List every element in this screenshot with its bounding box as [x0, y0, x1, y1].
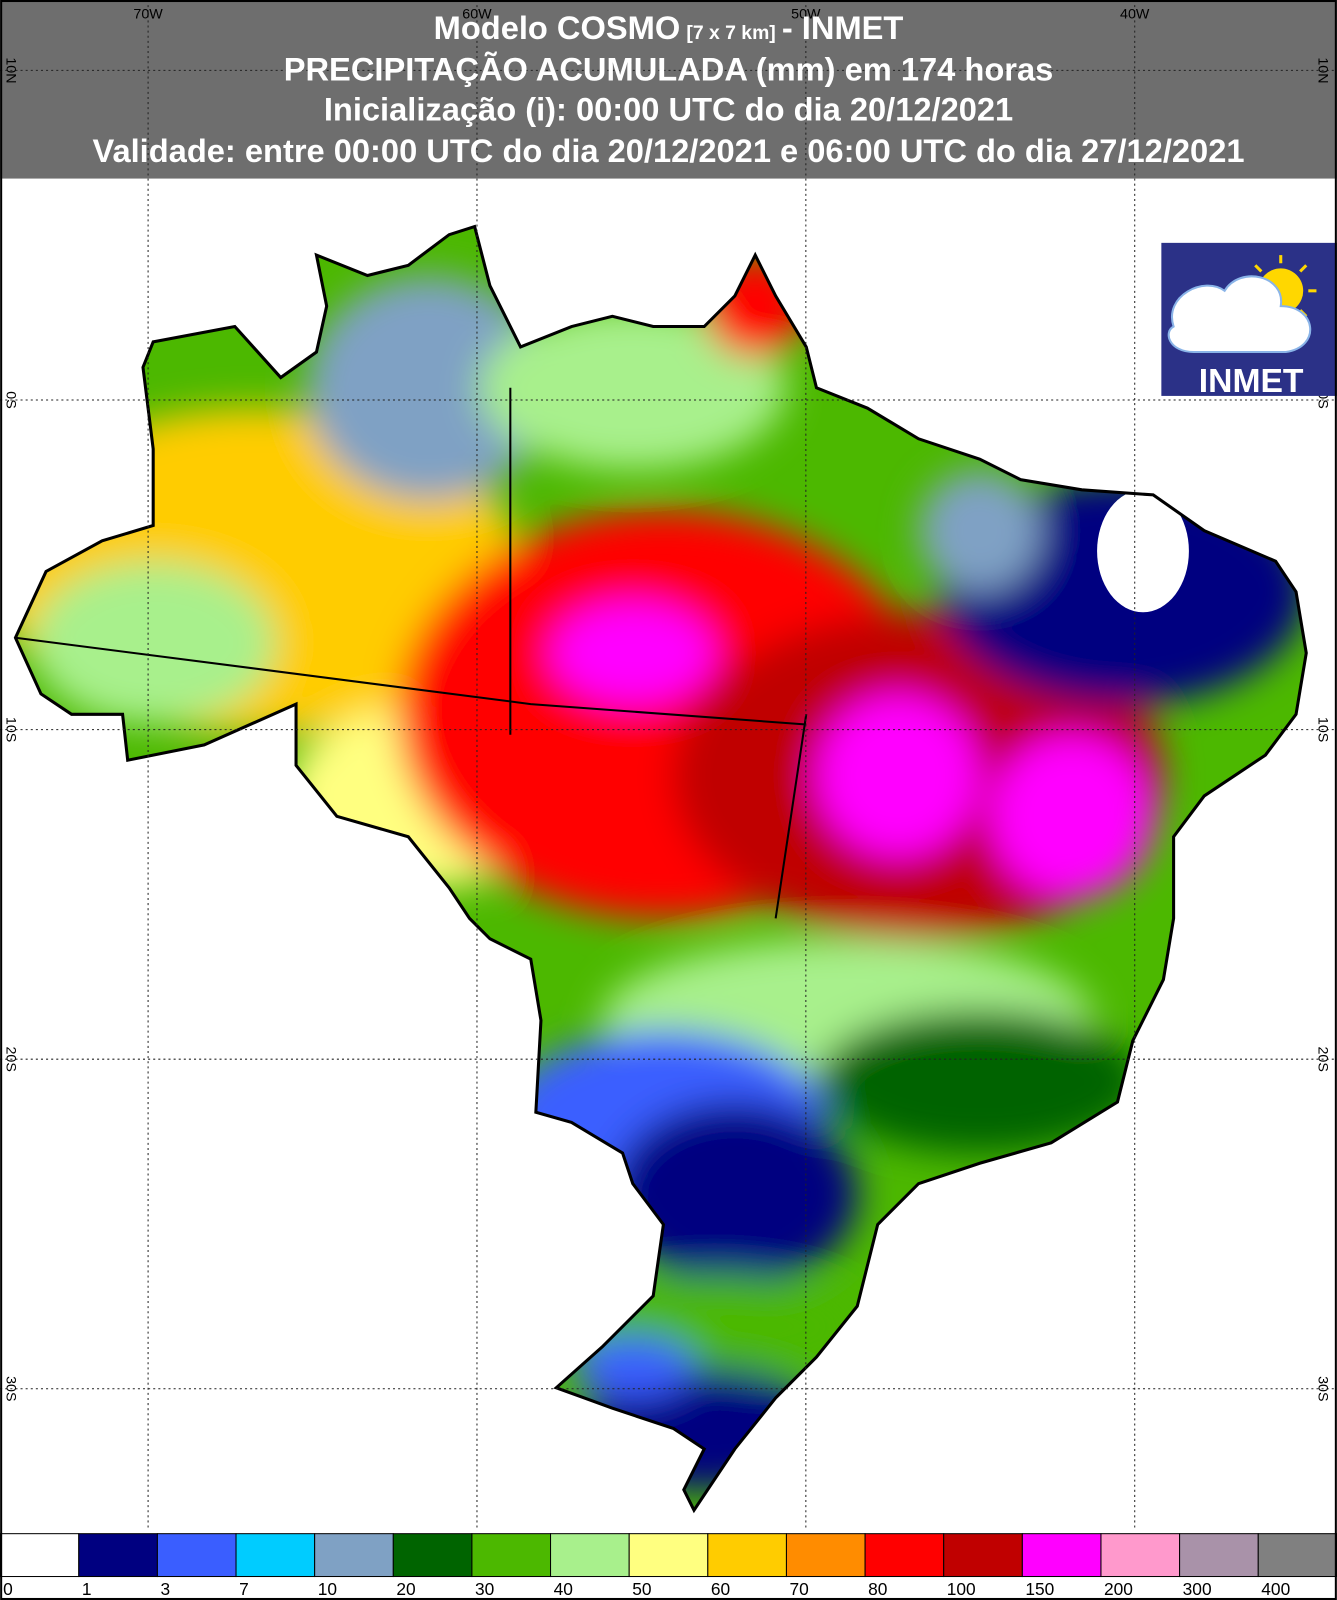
colorbar-box: [550, 1533, 630, 1578]
lat-label-right: 10N: [1315, 57, 1331, 83]
colorbar-label: 3: [160, 1579, 170, 1599]
logo: INMET: [1161, 242, 1337, 400]
colorbar-box: [392, 1533, 473, 1578]
colorbar-label: 70: [790, 1579, 809, 1599]
lat-label-left: 20S: [2, 1046, 18, 1071]
title-line-3: Inicialização (i): 00:00 UTC do dia 20/1…: [324, 90, 1013, 127]
colorbar-box: [864, 1533, 945, 1578]
colorbar-box: [471, 1533, 552, 1578]
lon-label: 60W: [462, 6, 492, 22]
lat-label-left: 30S: [2, 1376, 18, 1401]
title-resolution: [7 x 7 km]: [686, 22, 775, 44]
colorbar-label: 100: [947, 1579, 976, 1599]
colorbar-box: [707, 1533, 787, 1578]
lat-label-left: 10N: [2, 57, 18, 83]
colorbar-label: 20: [396, 1579, 415, 1599]
colorbar: 0 1 3 7 10 20 30 40 50 60 70 80 100 150 200 300 400: [0, 1533, 1337, 1599]
colorbar-label: 300: [1183, 1579, 1212, 1599]
colorbar-box: [156, 1533, 237, 1578]
lon-label: 50W: [791, 6, 821, 22]
colorbar-label: 80: [868, 1579, 887, 1599]
colorbar-box: [1100, 1533, 1181, 1578]
country-border: [13, 224, 1308, 1514]
title-line-2: PRECIPITAÇÃO ACUMULADA (mm) em 174 horas: [284, 51, 1054, 88]
lon-label: 70W: [133, 6, 163, 22]
colorbar-box: [0, 1533, 80, 1578]
lat-label-right: 10S: [1315, 717, 1331, 742]
colorbar-label: 150: [1025, 1579, 1054, 1599]
lat-label-left: 0S: [2, 391, 18, 408]
colorbar-box: [78, 1533, 158, 1578]
lon-label: 40W: [1120, 6, 1150, 22]
colorbar-label: 10: [318, 1579, 337, 1599]
lat-label-right: 20S: [1315, 1046, 1331, 1071]
lat-label-left: 10S: [2, 717, 18, 742]
colorbar-label: 1: [82, 1579, 92, 1599]
lat-label-right: 30S: [1315, 1376, 1331, 1401]
title-line-1: Modelo COSMO [7 x 7 km] - INMET: [434, 9, 904, 46]
colorbar-label: 50: [632, 1579, 651, 1599]
colorbar-label: 0: [3, 1579, 13, 1599]
colorbar-box: [628, 1533, 709, 1578]
colorbar-label: 30: [475, 1579, 494, 1599]
colorbar-label: 7: [239, 1579, 249, 1599]
colorbar-label: 400: [1261, 1579, 1290, 1599]
colorbar-box: [1021, 1533, 1102, 1578]
title-line-4: Validade: entre 00:00 UTC do dia 20/12/2…: [92, 132, 1244, 169]
colorbar-box: [785, 1533, 866, 1578]
colorbar-box: [1257, 1533, 1337, 1578]
colorbar-label: 40: [554, 1579, 573, 1599]
colorbar-label: 60: [711, 1579, 730, 1599]
colorbar-box: [235, 1533, 316, 1578]
title-main: Modelo COSMO: [434, 9, 681, 46]
colorbar-box: [314, 1533, 394, 1578]
logo-text: INMET: [1199, 363, 1304, 400]
title-end: - INMET: [782, 9, 904, 46]
colorbar-label: 200: [1104, 1579, 1133, 1599]
colorbar-box: [1179, 1533, 1259, 1578]
state-borders: [15, 387, 808, 919]
title-bar: [0, 0, 1337, 179]
colorbar-box: [943, 1533, 1023, 1578]
